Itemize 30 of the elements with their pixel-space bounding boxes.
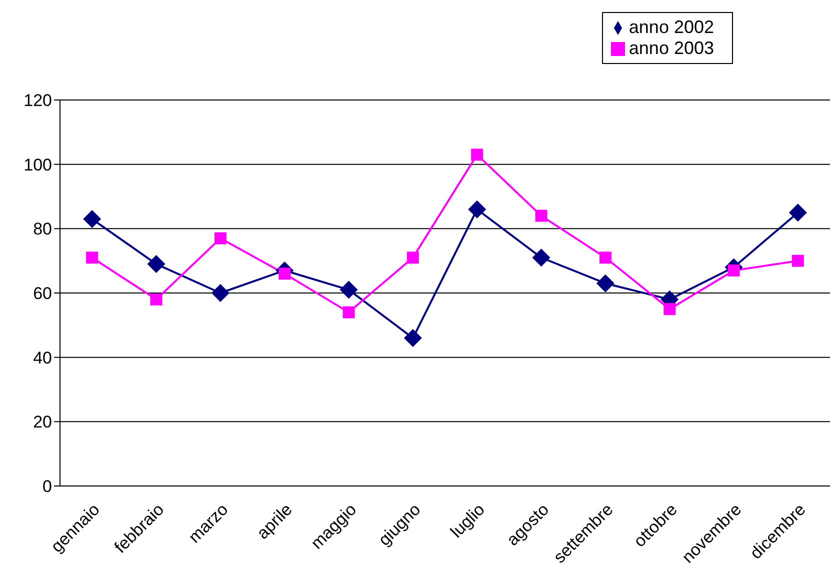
point xyxy=(788,204,807,222)
point xyxy=(728,264,740,276)
point xyxy=(792,254,804,267)
y-tick-label: 20 xyxy=(33,412,52,432)
point xyxy=(404,329,422,348)
y-tick-label: 40 xyxy=(33,348,52,368)
point xyxy=(83,210,102,228)
y-tick-label: 120 xyxy=(24,91,52,110)
y-tick-label: 60 xyxy=(33,284,52,304)
point xyxy=(535,210,548,222)
point xyxy=(342,306,355,318)
point xyxy=(596,274,614,292)
legend-label: anno 2002 xyxy=(628,17,714,37)
point xyxy=(86,252,98,264)
point xyxy=(599,252,612,264)
point xyxy=(664,303,676,316)
point xyxy=(150,293,162,306)
point xyxy=(340,280,358,299)
point xyxy=(278,268,291,280)
point xyxy=(214,232,226,244)
point xyxy=(406,252,419,264)
point xyxy=(471,148,484,161)
point xyxy=(532,248,550,267)
y-tick-label: 80 xyxy=(33,220,52,239)
point xyxy=(468,200,486,218)
y-tick-label: 100 xyxy=(24,155,52,174)
point xyxy=(147,255,166,274)
y-tick-label: 0 xyxy=(42,477,52,496)
point xyxy=(211,284,230,302)
legend-label: anno 2003 xyxy=(628,38,714,58)
